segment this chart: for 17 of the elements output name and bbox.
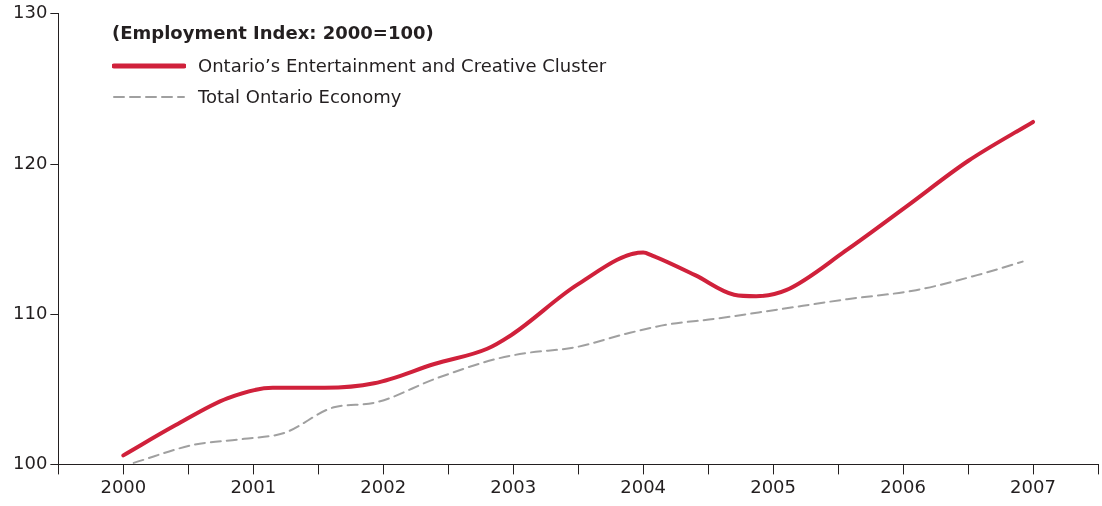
- y-tick-label: 100: [13, 452, 48, 474]
- x-tick-label: 2003: [490, 475, 537, 497]
- x-tick-label: 2002: [360, 475, 407, 497]
- line-series: [132, 260, 1024, 464]
- x-tick-label: 2004: [620, 475, 667, 497]
- line-series: [121, 119, 1036, 458]
- y-tick-label: 130: [13, 1, 48, 23]
- x-tick-label: 2005: [750, 475, 797, 497]
- legend-label: Ontario’s Entertainment and Creative Cluster: [198, 55, 607, 76]
- y-tick-label: 120: [13, 151, 48, 173]
- x-tick-label: 2006: [880, 475, 926, 497]
- legend-label: Total Ontario Economy: [198, 86, 402, 107]
- x-tick-label: 2007: [1010, 475, 1056, 497]
- y-tick-label: 110: [13, 301, 48, 323]
- x-tick-label: 2000: [100, 475, 147, 497]
- legend-title: (Employment Index: 2000=100): [112, 22, 435, 43]
- x-tick-label: 2001: [230, 475, 277, 497]
